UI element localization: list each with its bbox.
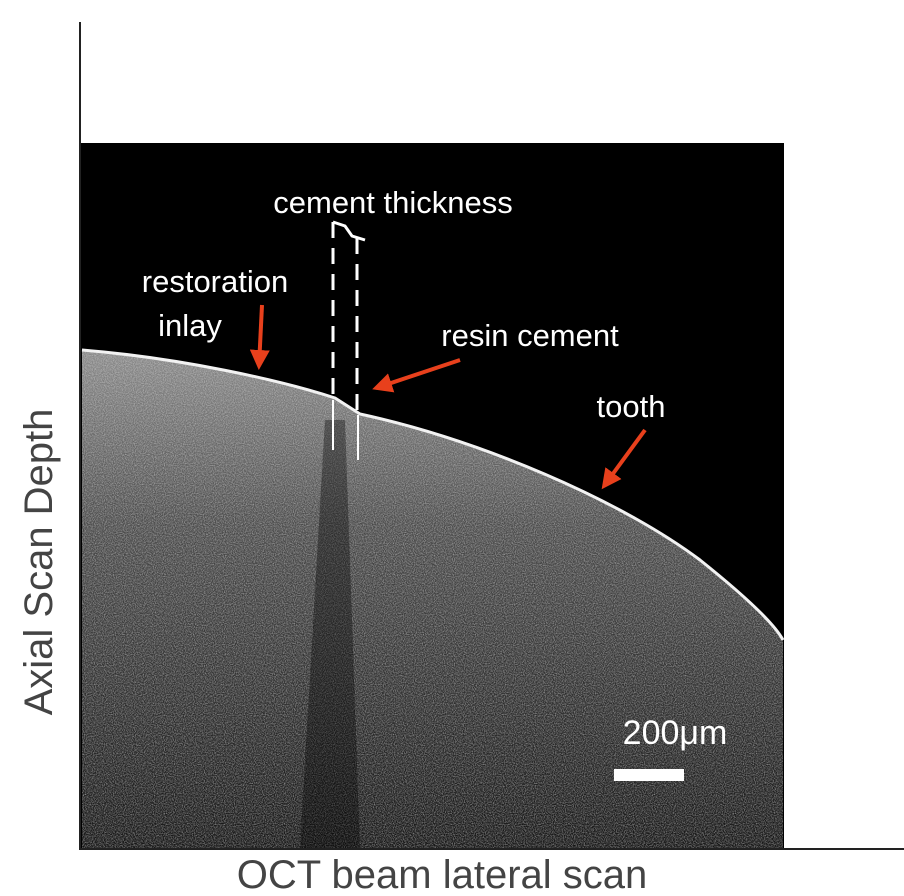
label-inlay: inlay <box>158 308 222 343</box>
label-tooth: tooth <box>597 389 666 424</box>
x-axis-label: OCT beam lateral scan <box>237 853 648 896</box>
figure: cement thickness restoration inlay resin… <box>0 0 904 896</box>
label-cement-thickness: cement thickness <box>273 185 513 220</box>
scale-label: 200μm <box>623 714 728 752</box>
scale-bar <box>614 769 684 781</box>
label-restoration: restoration <box>142 264 288 299</box>
y-axis-label: Axial Scan Depth <box>17 409 61 716</box>
label-resin-cement: resin cement <box>441 318 619 353</box>
